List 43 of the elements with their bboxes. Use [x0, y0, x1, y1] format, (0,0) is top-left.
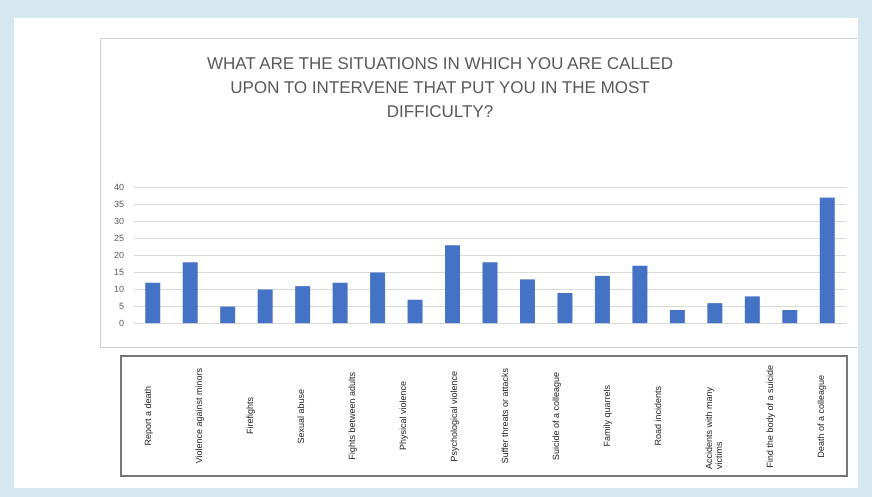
- bar: [408, 300, 423, 324]
- y-tick-label: 15: [114, 267, 124, 278]
- text: Suffer threats or attacks: [500, 368, 510, 464]
- bar: [482, 262, 498, 324]
- bar: [520, 279, 535, 324]
- bar: [670, 310, 685, 324]
- text: Violence against minors: [194, 368, 204, 464]
- text: Find the body of a suicide: [764, 364, 774, 468]
- y-tick-label: 20: [114, 250, 124, 260]
- bar: [744, 296, 760, 324]
- text: Report a death: [142, 386, 152, 446]
- text: Suicide of a colleague: [550, 372, 560, 460]
- text: Sexual abuse: [296, 388, 306, 444]
- text: Psychological violence: [448, 370, 458, 462]
- chart-title: WHAT ARE THE SITUATIONS IN WHICH YOU ARE CALLED UPON TO INTERVENE THAT PUT YOU IN THE MOST DIFFICULTY?: [206, 53, 674, 123]
- y-tick-label: 5: [118, 301, 124, 312]
- y-tick-label: 30: [114, 216, 124, 226]
- y-tick-label: 10: [114, 284, 124, 294]
- y-tick-label: 40: [114, 182, 124, 192]
- text: Fights between adults: [346, 372, 356, 460]
- y-tick-label: 0: [118, 318, 124, 328]
- text: Family quarrels: [602, 385, 612, 447]
- bar: [370, 272, 386, 324]
- bar: [258, 290, 273, 324]
- y-tick-label: 25: [114, 232, 124, 243]
- bar: [594, 276, 610, 324]
- bar: [182, 262, 198, 324]
- bar: [332, 282, 348, 324]
- bar: [707, 303, 722, 324]
- text: Physical violence: [398, 381, 408, 451]
- bar: [445, 245, 460, 324]
- bar: [820, 198, 835, 324]
- bar: [557, 292, 572, 324]
- bar: [145, 282, 160, 324]
- bar: [220, 306, 236, 324]
- y-tick-label: 35: [114, 198, 124, 209]
- bar: [295, 286, 310, 324]
- text: Death of a colleague: [816, 374, 826, 458]
- text: Accidents with many victims: [704, 385, 724, 468]
- text: Firefights: [244, 397, 254, 434]
- bar: [782, 310, 798, 324]
- bar: [632, 266, 648, 324]
- text: Road incidents: [652, 386, 662, 446]
